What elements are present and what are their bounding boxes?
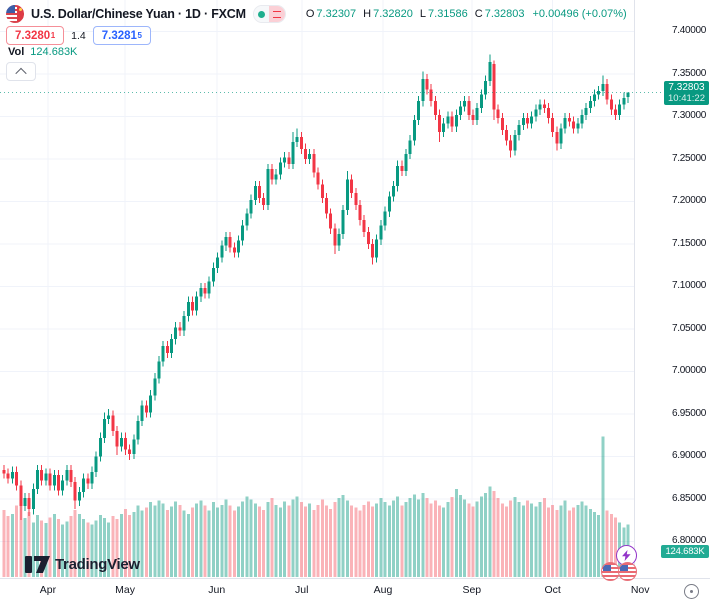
last-price-badge: 7.32803 10:41:22 — [664, 80, 709, 105]
buy-ask-button[interactable]: 7.3281 5 — [92, 26, 151, 45]
bid-ask-panel: 7.3280 1 1.4 7.3281 5 — [6, 26, 151, 45]
high-label: H — [363, 8, 372, 20]
sell-bid-button[interactable]: 7.3280 1 — [6, 26, 65, 45]
chevron-up-icon — [15, 67, 27, 79]
ask-pip: 5 — [137, 31, 142, 40]
bid-price: 7.3280 — [15, 29, 51, 42]
low-label: L — [419, 8, 427, 20]
volume-readout: Vol 124.683K — [8, 46, 77, 58]
market-status-button[interactable] — [252, 5, 286, 23]
collapse-legend-button[interactable] — [6, 62, 36, 81]
symbol-title[interactable]: U.S. Dollar/Chinese Yuan · 1D · FXCM — [31, 7, 246, 21]
high-value: 7.32820 — [373, 8, 413, 20]
currency-pair-flag-icon — [6, 5, 24, 23]
ohlc-readout: O 7.32307 H 7.32820 L 7.31586 C 7.32803 +0.0… — [306, 8, 627, 20]
price-tick-label: 6.90000 — [672, 450, 707, 462]
vol-label: Vol — [8, 46, 25, 58]
time-tick-label: Nov — [630, 584, 650, 596]
open-value: 7.32307 — [316, 8, 357, 20]
time-tick-label: Jun — [208, 584, 226, 596]
price-tick-label: 7.30000 — [672, 110, 707, 122]
change-value: +0.00496 (+0.07%) — [532, 8, 627, 20]
time-tick-label: Oct — [544, 584, 561, 596]
price-tick-label: 6.85000 — [672, 492, 707, 504]
equals-icon — [272, 10, 281, 18]
open-label: O — [305, 8, 315, 20]
price-tick-label: 7.05000 — [672, 322, 707, 334]
quote-currency-flag-icon[interactable] — [618, 562, 637, 581]
time-tick-label: May — [115, 584, 135, 596]
market-open-dot-icon — [257, 10, 265, 18]
lightning-bolt-icon — [622, 550, 631, 561]
vol-value: 124.683K — [30, 46, 78, 58]
candlestick-layer — [2, 54, 630, 521]
price-tick-label: 7.15000 — [672, 237, 707, 249]
last-price: 7.32803 — [668, 81, 705, 93]
price-tick-label: 7.35000 — [672, 67, 707, 79]
countdown-time: 10:41:22 — [668, 93, 705, 105]
volume-layer — [2, 436, 630, 577]
gridlines — [0, 0, 710, 579]
close-label: C — [474, 8, 483, 20]
tradingview-mark-icon — [25, 556, 50, 573]
bid-pip: 1 — [50, 31, 56, 40]
price-tick-label: 7.25000 — [672, 152, 707, 164]
price-tick-label: 7.40000 — [672, 25, 707, 37]
tradingview-wordmark: TradingView — [55, 556, 140, 573]
ask-price: 7.3281 — [101, 29, 137, 42]
time-tick-label: Apr — [39, 584, 57, 596]
time-tick-label: Sep — [462, 584, 482, 596]
spread-value: 1.4 — [71, 29, 86, 42]
close-value: 7.32803 — [484, 8, 525, 20]
chart-header: U.S. Dollar/Chinese Yuan · 1D · FXCM O 7.… — [6, 5, 627, 23]
price-axis[interactable]: 7.40000 7.35000 7.30000 7.25000 7.20000 7.150… — [635, 0, 710, 578]
low-value: 7.31586 — [428, 8, 468, 20]
price-tick-label: 7.10000 — [672, 280, 707, 292]
time-axis[interactable]: Apr May Jun Jul Aug Sep Oct Nov — [0, 579, 710, 600]
crosshair-target-icon[interactable] — [684, 584, 699, 599]
price-tick-label: 6.80000 — [672, 535, 707, 547]
price-tick-label: 7.00000 — [672, 365, 707, 377]
tradingview-logo[interactable]: TradingView — [25, 556, 140, 573]
price-tick-label: 7.20000 — [672, 195, 707, 207]
volume-axis-badge: 124.683K — [661, 545, 709, 558]
price-tick-label: 6.95000 — [672, 407, 707, 419]
time-tick-label: Aug — [373, 584, 393, 596]
time-tick-label: Jul — [295, 584, 309, 596]
